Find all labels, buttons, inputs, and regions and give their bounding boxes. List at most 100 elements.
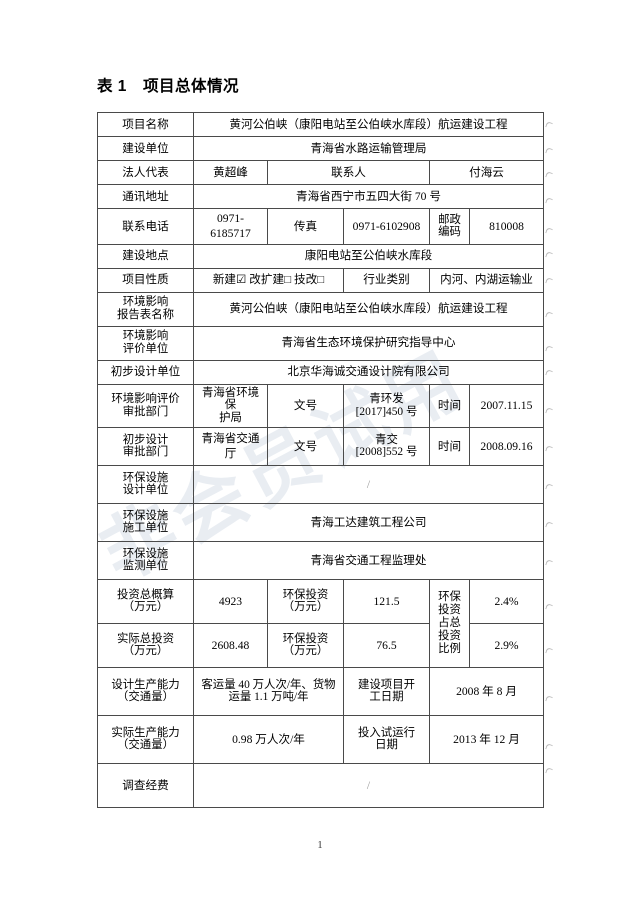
- cell-label-eia-unit: 环境影响 评价单位: [97, 325, 194, 361]
- cell-label-eia-approval-dept: 环境影响评价 审批部门: [97, 383, 194, 428]
- cell-value-eia-report-name: 黄河公伯峡（康阳电站至公伯峡水库段）航运建设工程: [192, 291, 545, 327]
- eia-approval-label-line2: 审批部门: [122, 405, 169, 418]
- table-caption-text: 项目总体情况: [142, 78, 239, 95]
- cell-label-phone: 联系电话: [97, 208, 194, 245]
- table-row-design-capacity: 设计生产能力 （交通量） 客运量 40 万人次/年、货物 运量 1.1 万吨/年…: [97, 666, 545, 716]
- cell-value-project-name: 黄河公伯峡（康阳电站至公伯峡水库段）航运建设工程: [192, 112, 545, 137]
- cell-value-design-approval-dept: 青海省交通厅: [193, 426, 268, 466]
- cell-label-legal-rep: 法人代表: [97, 160, 194, 185]
- page-title: 表 1 项目总体情况: [97, 74, 239, 96]
- trial-date-label-line1: 投入试运行: [358, 726, 415, 739]
- cell-value-postcode: 810008: [468, 208, 545, 245]
- table-row-nature: 项目性质 新建☑ 改扩建□ 技改□ 行业类别 内河、内湖运输业: [97, 267, 545, 293]
- cell-value-phone: 0971-6185717: [193, 208, 268, 245]
- cell-value-env-facility-monitoring: 青海省交通工程监理处: [192, 540, 545, 580]
- cell-label-eia-report-name: 环境影响 报告表名称: [97, 291, 194, 327]
- table-row-design-approval: 初步设计 审批部门 青海省交通厅 文号 青交 [2008]552 号 时间 20…: [97, 426, 545, 466]
- table-row-phone: 联系电话 0971-6185717 传真 0971-6102908 邮政 编码 …: [97, 208, 545, 245]
- cell-value-budget-env-investment: 121.5: [343, 578, 430, 624]
- design-doc-no-line2: [2008]552 号: [355, 446, 418, 459]
- table-row-actual-total: 实际总投资 （万元） 2608.48 环保投资 （万元） 76.5 2.9%: [97, 622, 545, 668]
- cell-label-env-facility-monitoring: 环保设施 监测单位: [97, 540, 194, 580]
- cell-label-env-investment-ratio: 环保 投资 占总 投资 比例: [429, 578, 470, 668]
- actual-env-label-line2: （万元）: [282, 645, 329, 658]
- ratio-label-line3: 占总: [438, 617, 461, 629]
- env-construction-label-line1: 环保设施: [122, 509, 169, 522]
- cell-value-actual-capacity: 0.98 万人次/年: [193, 714, 344, 764]
- design-doc-no-line1: 青交: [375, 433, 398, 446]
- cell-value-eia-approval-dept: 青海省环境保 护局: [193, 383, 268, 428]
- design-approval-label-line2: 审批部门: [122, 446, 169, 459]
- cell-value-actual-ratio: 2.9%: [468, 622, 545, 668]
- cell-value-address: 青海省西宁市五四大街 70 号: [192, 184, 545, 209]
- cell-label-actual-env-investment: 环保投资 （万元）: [267, 622, 344, 668]
- ratio-label-line4: 投资: [438, 629, 461, 642]
- actual-total-label-line1: 实际总投资: [117, 632, 174, 645]
- eia-unit-label-line1: 环境影响: [122, 330, 169, 343]
- cell-label-design-time: 时间: [429, 426, 470, 466]
- cell-value-env-facility-construction: 青海工达建筑工程公司: [192, 502, 545, 542]
- design-capacity-value-line1: 客运量 40 万人次/年、货物: [201, 678, 336, 691]
- cell-label-fax: 传真: [267, 208, 344, 245]
- cell-label-eia-time: 时间: [429, 383, 470, 428]
- eia-report-label-line1: 环境影响: [122, 296, 169, 309]
- actual-total-label-line2: （万元）: [122, 645, 169, 658]
- table-row-project-name: 项目名称 黄河公伯峡（康阳电站至公伯峡水库段）航运建设工程: [97, 112, 545, 137]
- cell-value-start-date: 2008 年 8 月: [428, 666, 545, 716]
- cell-value-trial-date: 2013 年 12 月: [428, 714, 545, 764]
- cell-value-contact-person: 付海云: [428, 160, 545, 185]
- table-row-construction-unit: 建设单位 青海省水路运输管理局: [97, 136, 545, 161]
- cell-value-design-capacity: 客运量 40 万人次/年、货物 运量 1.1 万吨/年: [193, 666, 344, 716]
- ratio-label-line2: 投资: [438, 604, 461, 617]
- page-number: 1: [317, 840, 323, 851]
- cell-value-actual-total: 2608.48: [193, 622, 268, 668]
- cell-value-site: 康阳电站至公伯峡水库段: [192, 243, 545, 269]
- cell-label-trial-date: 投入试运行 日期: [343, 714, 430, 764]
- cell-value-construction-unit: 青海省水路运输管理局: [192, 136, 545, 161]
- cell-label-design-approval-dept: 初步设计 审批部门: [97, 426, 194, 466]
- table-row-address: 通讯地址 青海省西宁市五四大街 70 号: [97, 184, 545, 209]
- eia-doc-no-line1: 青环发: [369, 392, 404, 405]
- cell-label-address: 通讯地址: [97, 184, 194, 209]
- cell-value-eia-unit: 青海省生态环境保护研究指导中心: [192, 325, 545, 361]
- eia-doc-no-line2: [2017]450 号: [355, 405, 418, 418]
- cell-value-design-doc-no: 青交 [2008]552 号: [343, 426, 430, 466]
- cell-value-budget-total: 4923: [193, 578, 268, 624]
- scan-edge-artifacts: [545, 112, 556, 775]
- table-row-actual-capacity: 实际生产能力 （交通量） 0.98 万人次/年 投入试运行 日期 2013 年 …: [97, 714, 545, 764]
- cell-label-budget-env-investment: 环保投资 （万元）: [267, 578, 344, 624]
- table-row-env-facility-monitoring: 环保设施 监测单位 青海省交通工程监理处: [97, 540, 545, 580]
- cell-value-industry-category: 内河、内湖运输业: [428, 267, 545, 293]
- budget-env-label-line1: 环保投资: [282, 588, 329, 601]
- design-capacity-value-line2: 运量 1.1 万吨/年: [228, 691, 309, 704]
- cell-label-actual-capacity: 实际生产能力 （交通量）: [97, 714, 194, 764]
- budget-env-label-line2: （万元）: [282, 601, 329, 614]
- cell-label-design-doc-no: 文号: [267, 426, 344, 466]
- env-construction-label-line2: 施工单位: [122, 522, 169, 535]
- cell-label-actual-total: 实际总投资 （万元）: [97, 622, 194, 668]
- eia-approval-dept-line2: 护局: [219, 412, 242, 425]
- cell-label-project-name: 项目名称: [97, 112, 194, 137]
- cell-label-survey-funding: 调查经费: [97, 762, 194, 808]
- eia-approval-label-line1: 环境影响评价: [111, 392, 180, 405]
- cell-value-fax: 0971-6102908: [343, 208, 430, 245]
- cell-value-eia-time: 2007.11.15: [468, 383, 545, 428]
- env-design-label-line1: 环保设施: [122, 471, 169, 484]
- actual-env-label-line1: 环保投资: [282, 632, 329, 645]
- table-row-survey-funding: 调查经费 /: [97, 762, 545, 808]
- postcode-label-line2: 编码: [438, 226, 461, 239]
- table-row-budget-total: 投资总概算 （万元） 4923 环保投资 （万元） 121.5 环保 投资 占总…: [97, 578, 545, 668]
- cell-label-start-date: 建设项目开 工日期: [343, 666, 430, 716]
- cell-value-survey-funding: /: [192, 762, 545, 808]
- project-overview-table: 项目名称 黄河公伯峡（康阳电站至公伯峡水库段）航运建设工程 建设单位 青海省水路…: [97, 112, 545, 808]
- env-design-label-line2: 设计单位: [122, 484, 169, 497]
- table-row-legal-rep: 法人代表 黄超峰 联系人 付海云: [97, 160, 545, 185]
- start-date-label-line1: 建设项目开: [358, 678, 415, 691]
- cell-value-eia-doc-no: 青环发 [2017]450 号: [343, 383, 430, 428]
- cell-value-env-facility-design: /: [192, 464, 545, 504]
- env-monitoring-label-line1: 环保设施: [122, 547, 169, 560]
- table-row-eia-report-name: 环境影响 报告表名称 黄河公伯峡（康阳电站至公伯峡水库段）航运建设工程: [97, 291, 545, 327]
- table-row-preliminary-design-unit: 初步设计单位 北京华海诚交通设计院有限公司: [97, 359, 545, 385]
- actual-capacity-label-line2: （交通量）: [117, 739, 174, 752]
